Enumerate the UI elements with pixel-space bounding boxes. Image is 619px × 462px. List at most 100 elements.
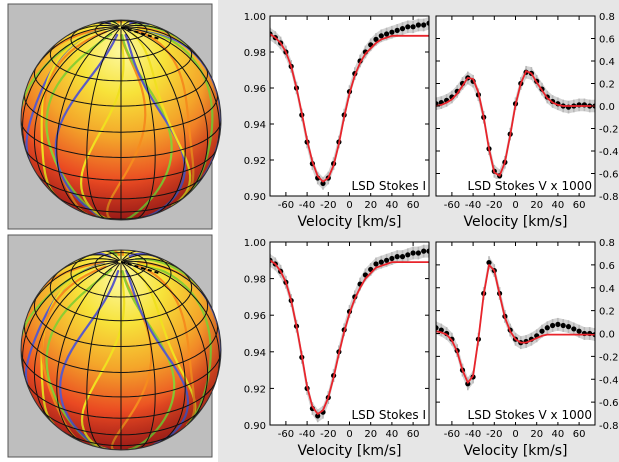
- y-tick-label: 0.2: [599, 80, 615, 91]
- x-tick-label: 40: [552, 200, 565, 211]
- y-tick-label: 0.6: [599, 261, 615, 272]
- observed-point: [415, 22, 421, 28]
- x-tick-label: -40: [465, 429, 481, 440]
- y-tick-label: 0.4: [599, 57, 615, 68]
- observed-point: [320, 180, 326, 186]
- observed-point: [465, 381, 471, 387]
- x-axis-label: Velocity [km/s]: [463, 443, 567, 459]
- x-tick-label: 60: [407, 429, 420, 440]
- y-tick-label: 0.96: [244, 311, 266, 322]
- observed-point: [373, 261, 379, 267]
- observed-point: [384, 257, 390, 263]
- observed-point: [544, 325, 550, 331]
- y-tick-label: -0.8: [599, 192, 619, 203]
- panel-title-backing: [465, 179, 594, 193]
- star-limb: [20, 249, 222, 451]
- x-tick-label: 40: [552, 429, 565, 440]
- y-tick-label: 0.2: [599, 307, 615, 318]
- observed-point: [389, 255, 395, 262]
- x-tick-label: 60: [407, 200, 420, 211]
- x-tick-label: -60: [278, 200, 294, 211]
- x-tick-label: -20: [320, 200, 336, 211]
- star-map-top: [7, 3, 222, 230]
- observed-point: [399, 254, 406, 260]
- y-tick-label: 0.8: [599, 238, 615, 249]
- observed-point: [378, 259, 384, 265]
- observed-point: [410, 250, 416, 256]
- y-tick-label: 0.92: [244, 384, 266, 395]
- panel-title-backing: [465, 408, 594, 422]
- y-tick-label: 0.98: [244, 48, 266, 59]
- x-tick-label: 0: [346, 200, 352, 211]
- y-tick-label: 1.00: [244, 238, 266, 249]
- observed-point: [421, 22, 427, 28]
- x-tick-label: -20: [320, 429, 336, 440]
- plot-area: [270, 242, 429, 425]
- star-sphere-icon: [20, 249, 222, 451]
- y-tick-label: 0.90: [244, 421, 266, 432]
- star-limb: [20, 19, 222, 221]
- star-sphere-icon: [20, 19, 222, 221]
- y-tick-label: 0.8: [599, 12, 615, 23]
- x-tick-label: -40: [299, 200, 315, 211]
- observed-point: [399, 26, 406, 32]
- model-line: [270, 259, 429, 415]
- observed-point: [426, 248, 429, 254]
- x-axis-label: Velocity [km/s]: [297, 214, 401, 230]
- model-line: [436, 70, 595, 177]
- y-tick-label: -0.8: [599, 421, 619, 432]
- y-tick-label: 0.94: [244, 120, 266, 131]
- model-line: [270, 33, 429, 183]
- observed-point: [426, 20, 429, 26]
- y-tick-label: 0.98: [244, 275, 266, 286]
- x-tick-label: 40: [386, 429, 399, 440]
- observed-point: [378, 33, 384, 39]
- y-tick-label: -0.6: [599, 398, 619, 409]
- x-axis-label: Velocity [km/s]: [297, 443, 401, 459]
- y-tick-label: 0.0: [599, 330, 615, 341]
- plot-content: [436, 256, 595, 391]
- error-band: [270, 16, 429, 190]
- x-tick-label: -60: [444, 200, 460, 211]
- observed-point: [550, 322, 556, 329]
- observed-point: [576, 328, 582, 334]
- observed-point: [436, 325, 439, 331]
- plot-content: [270, 16, 429, 190]
- x-tick-label: 20: [364, 429, 377, 440]
- x-tick-label: -20: [486, 200, 502, 211]
- panel-title: LSD Stokes V x 1000: [468, 408, 592, 422]
- x-tick-label: -40: [299, 429, 315, 440]
- stokes-i-panel-top: -60 -40 -20 0 20 40 60 0.90 0.92 0.94 0.96 0.98 1.00…: [244, 12, 430, 230]
- stokes-v-panel-bottom: -60 -40 -20 0 20 40 60 -0.8 -0.6 -0.4 -0.2 0.0 0.2 0.…: [435, 238, 619, 459]
- y-tick-label: -0.4: [599, 375, 619, 386]
- observed-point: [415, 250, 421, 256]
- x-tick-label: 0: [512, 429, 518, 440]
- observed-point: [571, 326, 577, 332]
- stokes-v-panel-top: -60 -40 -20 0 20 40 60 -0.8 -0.6 -0.4 -0.2 0.0 0.2 0.…: [435, 12, 619, 230]
- y-tick-label: 0.0: [599, 102, 615, 113]
- observed-point: [394, 27, 400, 33]
- y-tick-label: -0.2: [599, 125, 619, 136]
- plot-content: [436, 65, 595, 183]
- observed-point: [539, 328, 545, 334]
- x-tick-label: -60: [278, 429, 294, 440]
- x-tick-label: 0: [346, 429, 352, 440]
- observed-point: [410, 24, 416, 30]
- y-tick-label: -0.4: [599, 147, 619, 158]
- star-maps: [7, 3, 222, 458]
- y-tick-label: 0.6: [599, 35, 615, 46]
- model-line: [436, 264, 595, 384]
- observed-point: [315, 413, 321, 419]
- panel-title: LSD Stokes I: [351, 408, 426, 422]
- star-map-bottom: [7, 234, 222, 458]
- observed-point: [405, 252, 411, 258]
- x-axis-label: Velocity [km/s]: [463, 214, 567, 230]
- observed-point: [384, 31, 390, 37]
- observed-point: [405, 24, 411, 30]
- observed-point: [394, 254, 400, 260]
- panel-title: LSD Stokes I: [351, 179, 426, 193]
- panel-title-backing: [349, 179, 428, 193]
- observed-point: [565, 324, 572, 330]
- plot-content: [270, 244, 429, 423]
